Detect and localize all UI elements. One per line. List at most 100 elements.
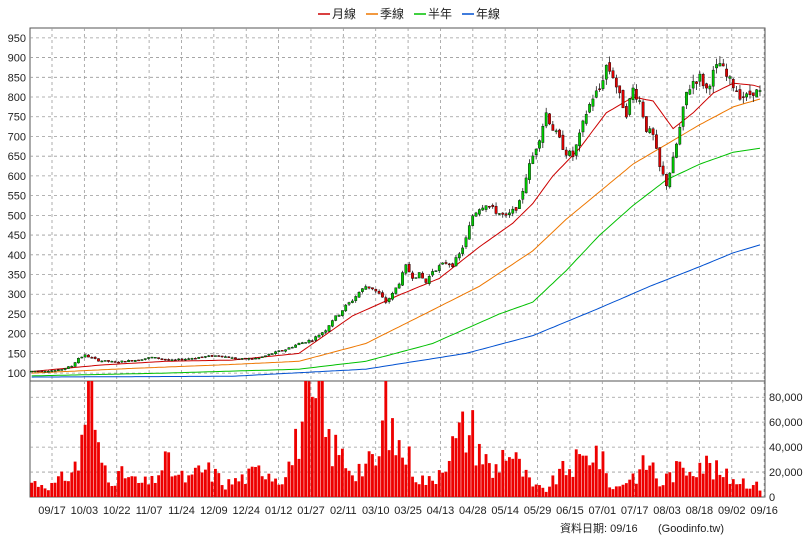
x-tick-label-20: 08/18 xyxy=(686,505,714,517)
candle-body-201 xyxy=(701,74,705,87)
volume-bar-164 xyxy=(578,454,581,497)
price-tick-label-2: 200 xyxy=(8,329,26,341)
candle-body-204 xyxy=(711,69,715,87)
legend-label-0: 月線 xyxy=(332,6,356,21)
volume-bar-9 xyxy=(60,471,64,497)
volume-bar-148 xyxy=(524,469,528,497)
candle-body-146 xyxy=(518,200,521,209)
candle-body-5 xyxy=(47,371,50,373)
volume-bar-33 xyxy=(140,482,144,497)
volume-bar-109 xyxy=(394,455,398,497)
candle-body-151 xyxy=(534,148,538,155)
candle-body-202 xyxy=(705,83,708,89)
volume-bar-6 xyxy=(50,482,54,497)
volume-bar-30 xyxy=(130,476,134,497)
volume-bar-32 xyxy=(137,483,140,497)
volume-bar-74 xyxy=(277,484,281,497)
candle-body-199 xyxy=(695,81,698,84)
candle-body-26 xyxy=(117,361,120,364)
candle-body-185 xyxy=(648,128,652,133)
legend-label-2: 半年 xyxy=(428,7,452,21)
volume-bar-111 xyxy=(401,457,404,497)
volume-bar-146 xyxy=(518,458,521,497)
candle-body-181 xyxy=(635,89,638,100)
ma-line-0 xyxy=(31,82,761,372)
volume-tick-label-2: 40,000 xyxy=(769,442,803,454)
candle-body-63 xyxy=(240,358,244,360)
candle-body-217 xyxy=(755,89,759,98)
volume-bar-142 xyxy=(504,460,508,497)
volume-bar-195 xyxy=(681,467,685,497)
volume-bar-52 xyxy=(203,469,207,497)
candle-body-130 xyxy=(464,237,468,248)
candle-body-94 xyxy=(344,304,348,312)
candle-body-166 xyxy=(584,114,588,124)
volume-bar-104 xyxy=(377,456,381,497)
candle-body-136 xyxy=(484,205,488,210)
candle-body-3 xyxy=(40,370,44,373)
volume-bar-93 xyxy=(340,448,344,497)
volume-bar-94 xyxy=(344,468,348,497)
candle-body-142 xyxy=(504,213,508,216)
candle-body-187 xyxy=(655,134,658,149)
candle-body-27 xyxy=(120,360,124,363)
volume-bar-143 xyxy=(508,457,511,497)
volume-bar-81 xyxy=(300,421,304,497)
candle-body-129 xyxy=(461,247,465,254)
x-tick-label-13: 04/28 xyxy=(459,505,487,517)
source-label: (Goodinfo.tw) xyxy=(658,523,724,535)
volume-bar-161 xyxy=(568,469,571,497)
candle-body-67 xyxy=(254,357,257,360)
volume-bar-187 xyxy=(655,478,658,497)
volume-bar-203 xyxy=(708,462,712,497)
volume-bar-132 xyxy=(471,410,475,497)
volume-bar-127 xyxy=(454,438,458,497)
volume-bar-47 xyxy=(187,475,191,497)
volume-bar-182 xyxy=(638,469,642,497)
x-tick-label-3: 11/07 xyxy=(136,505,163,517)
candle-body-183 xyxy=(641,101,645,118)
volume-bar-150 xyxy=(531,486,535,497)
candle-body-193 xyxy=(675,143,678,158)
volume-bar-97 xyxy=(354,481,358,497)
candle-body-83 xyxy=(307,340,311,343)
volume-bar-1 xyxy=(33,481,37,497)
volume-bar-62 xyxy=(237,481,241,497)
candle-body-141 xyxy=(501,212,505,215)
x-tick-label-9: 02/11 xyxy=(330,505,357,517)
volume-bar-134 xyxy=(477,443,481,497)
candle-body-100 xyxy=(364,286,368,290)
candle-body-212 xyxy=(738,89,742,100)
volume-bar-119 xyxy=(427,476,431,497)
candle-body-12 xyxy=(70,365,74,368)
candle-body-92 xyxy=(337,314,341,317)
volume-bar-69 xyxy=(260,476,264,497)
candle-body-103 xyxy=(374,288,378,292)
volume-bar-73 xyxy=(274,478,277,497)
candle-body-198 xyxy=(691,81,695,89)
candle-body-6 xyxy=(50,370,54,372)
volume-bar-78 xyxy=(290,465,294,497)
volume-bar-190 xyxy=(665,473,668,497)
volume-tick-label-3: 60,000 xyxy=(769,417,803,429)
volume-bar-107 xyxy=(387,450,391,497)
volume-bar-189 xyxy=(661,485,665,497)
candle-body-104 xyxy=(377,291,381,294)
candle-body-79 xyxy=(294,344,297,348)
volume-bar-16 xyxy=(83,424,87,497)
volume-bar-140 xyxy=(497,472,501,497)
volume-bar-24 xyxy=(110,486,114,497)
volume-bar-166 xyxy=(584,455,588,497)
candle-body-169 xyxy=(594,90,598,98)
volume-bar-196 xyxy=(685,475,688,497)
volume-bar-41 xyxy=(167,452,171,497)
ma-line-2 xyxy=(31,147,761,377)
candle-body-39 xyxy=(160,358,164,360)
candle-body-119 xyxy=(427,276,431,284)
volume-bar-90 xyxy=(330,466,334,497)
volume-bar-61 xyxy=(234,478,237,497)
legend-label-3: 年線 xyxy=(476,6,500,21)
candle-body-162 xyxy=(571,150,575,158)
volume-bar-167 xyxy=(588,465,592,497)
volume-bar-158 xyxy=(558,468,561,497)
